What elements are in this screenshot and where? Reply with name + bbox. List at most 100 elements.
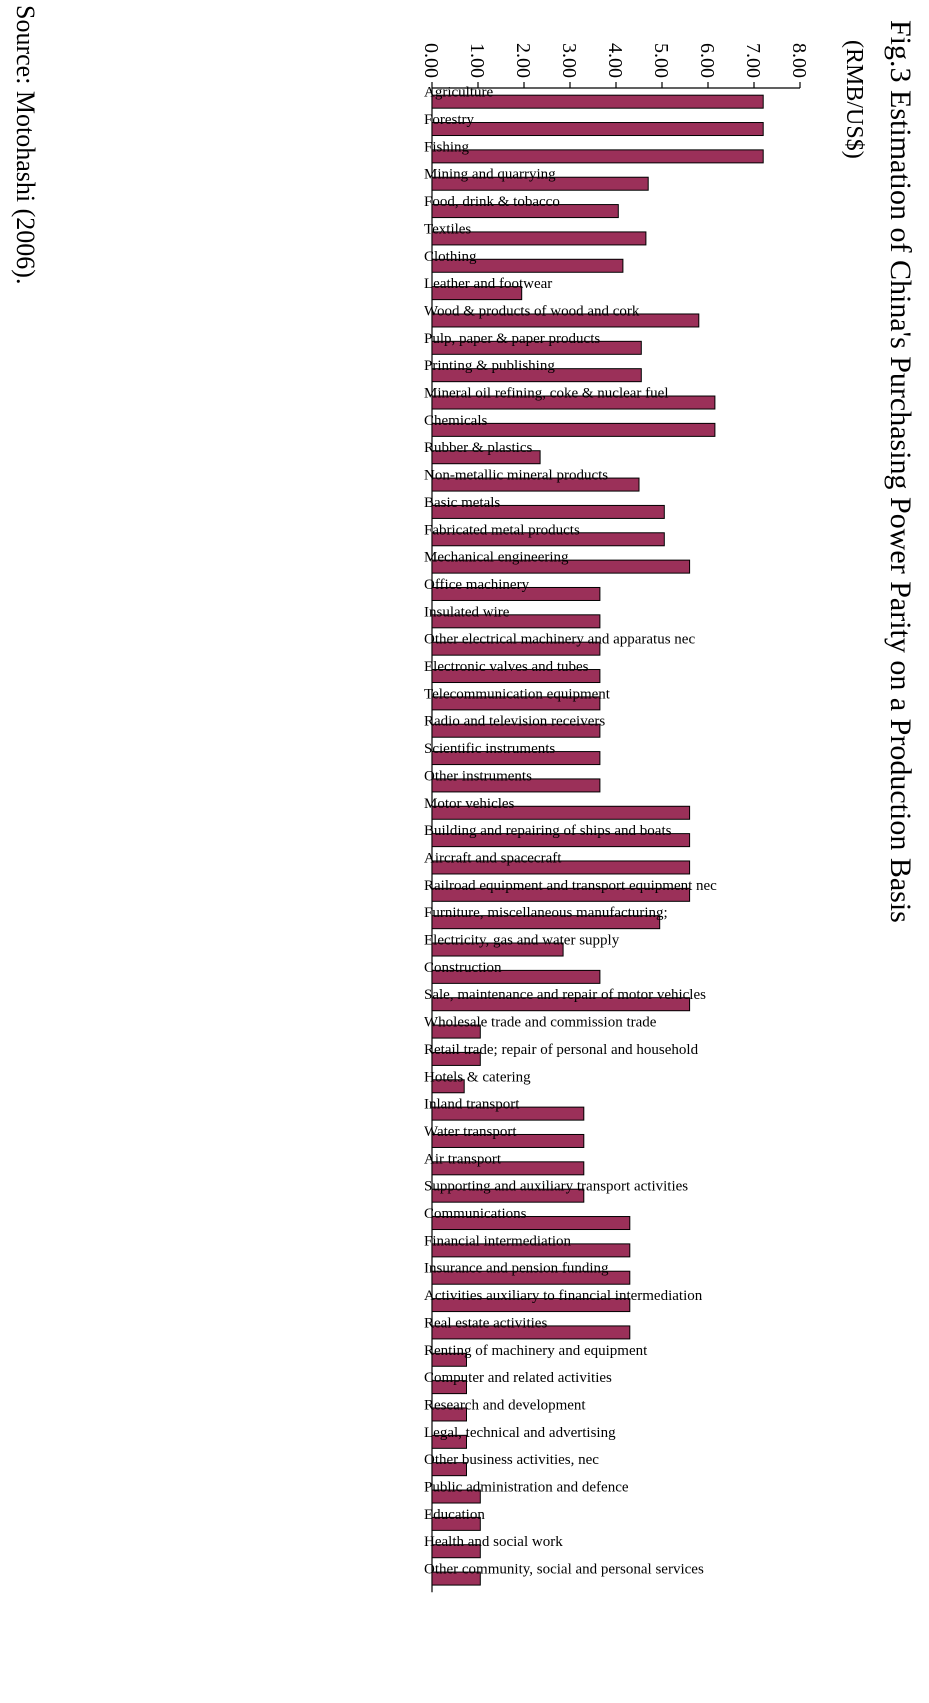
bar — [431, 1270, 631, 1285]
tick-label: 6.00 — [696, 43, 718, 78]
category-label: Aircraft and spacecraft — [424, 850, 562, 866]
bar — [431, 504, 665, 519]
bar — [431, 1544, 481, 1559]
bar — [431, 313, 700, 328]
category-label: Printing & publishing — [424, 358, 555, 374]
bar — [431, 1352, 467, 1367]
category-label: Inland transport — [424, 1097, 520, 1113]
category-label: Renting of machinery and equipment — [424, 1343, 648, 1359]
category-label: Insurance and pension funding — [424, 1261, 609, 1277]
bar — [431, 1462, 467, 1477]
category-label: Insulated wire — [424, 604, 510, 620]
bar — [431, 231, 647, 246]
chart-title: Fig.3 Estimation of China's Purchasing P… — [884, 20, 917, 923]
tick-label: 1.00 — [466, 43, 488, 78]
bar — [431, 450, 541, 465]
bar — [431, 422, 716, 437]
category-label: Office machinery — [424, 577, 530, 593]
category-label: Chemicals — [424, 413, 487, 429]
bar — [431, 559, 691, 574]
category-label: Agriculture — [424, 85, 493, 101]
bar — [431, 915, 661, 930]
category-label: Education — [424, 1507, 485, 1523]
bar — [431, 1188, 585, 1203]
category-label: Retail trade; repair of personal and hou… — [424, 1042, 699, 1058]
tick-label: 7.00 — [742, 43, 764, 78]
bar — [431, 751, 601, 766]
category-label: Fishing — [424, 139, 470, 155]
category-label: Radio and television receivers — [424, 714, 605, 730]
bar — [431, 1106, 585, 1121]
bar — [431, 669, 601, 684]
category-labels: Agriculture Forestry Fishing Mining and qua… — [424, 85, 717, 1578]
bar — [431, 286, 523, 301]
bar — [431, 1407, 467, 1422]
bar — [431, 969, 601, 984]
category-label: Research and development — [424, 1397, 586, 1413]
category-label: Communications — [424, 1206, 527, 1222]
category-label: Legal, technical and advertising — [424, 1425, 616, 1441]
bar — [431, 833, 691, 848]
category-label: Rubber & plastics — [424, 440, 532, 456]
category-label: Leather and footwear — [424, 276, 552, 292]
category-label: Railroad equipment and transport equipme… — [424, 878, 717, 894]
bar — [431, 395, 716, 410]
category-label: Telecommunication equipment — [424, 686, 611, 702]
category-label: Sale, maintenance and repair of motor ve… — [424, 987, 706, 1003]
bars — [431, 94, 764, 1586]
bar — [431, 176, 649, 191]
axes: 0.00 1.00 2.00 3.00 4.00 5.00 6.00 7.00 8.00 — [420, 43, 810, 1593]
bar — [431, 942, 564, 957]
bar — [431, 614, 601, 629]
category-label: Public administration and defence — [424, 1480, 629, 1496]
category-label: Wholesale trade and commission trade — [424, 1015, 657, 1031]
bar — [431, 1161, 585, 1176]
category-label: Other business activities, nec — [424, 1452, 599, 1468]
bar — [431, 1298, 631, 1313]
category-label: Mining and quarrying — [424, 167, 556, 183]
category-label: Non-metallic mineral products — [424, 468, 608, 484]
category-label: Real estate activities — [424, 1315, 547, 1331]
bar — [431, 1024, 481, 1039]
bar — [431, 1079, 465, 1094]
bar — [431, 805, 691, 820]
category-label: Wood & products of wood and cork — [424, 303, 640, 319]
bar — [431, 368, 642, 383]
category-label: Other instruments — [424, 768, 532, 784]
category-label: Food, drink & tobacco — [424, 194, 560, 210]
category-label: Water transport — [424, 1124, 517, 1140]
bar — [431, 532, 665, 547]
bar — [431, 778, 601, 793]
bar — [431, 887, 691, 902]
category-label: Computer and related activities — [424, 1370, 612, 1386]
category-label: Clothing — [424, 249, 477, 265]
bar — [431, 94, 764, 109]
category-label: Other electrical machinery and apparatus… — [424, 632, 695, 648]
bar — [431, 1216, 631, 1231]
tick-label: 8.00 — [788, 43, 810, 78]
bar — [431, 1243, 631, 1258]
tick-label: 3.00 — [558, 43, 580, 78]
category-label: Pulp, paper & paper products — [424, 331, 600, 347]
category-label: Electronic valves and tubes — [424, 659, 589, 675]
tick-label: 4.00 — [604, 43, 626, 78]
category-label: Textiles — [424, 221, 471, 237]
bar — [431, 723, 601, 738]
category-label: Construction — [424, 960, 502, 976]
category-label: Other community, social and personal ser… — [424, 1562, 704, 1578]
category-label: Hotels & catering — [424, 1069, 531, 1085]
category-label: Air transport — [424, 1151, 502, 1167]
bar — [431, 1380, 467, 1395]
bar — [431, 1051, 481, 1066]
category-label: Electricity, gas and water supply — [424, 933, 620, 949]
bar — [431, 1133, 585, 1148]
tick-label: 0.00 — [420, 43, 442, 78]
bar — [431, 641, 601, 656]
tick-label: 5.00 — [650, 43, 672, 78]
category-label: Supporting and auxiliary transport activ… — [424, 1179, 688, 1195]
category-label: Building and repairing of ships and boat… — [424, 823, 672, 839]
category-label: Fabricated metal products — [424, 522, 580, 538]
category-label: Mineral oil refining, coke & nuclear fue… — [424, 386, 669, 402]
category-label: Forestry — [424, 112, 474, 128]
